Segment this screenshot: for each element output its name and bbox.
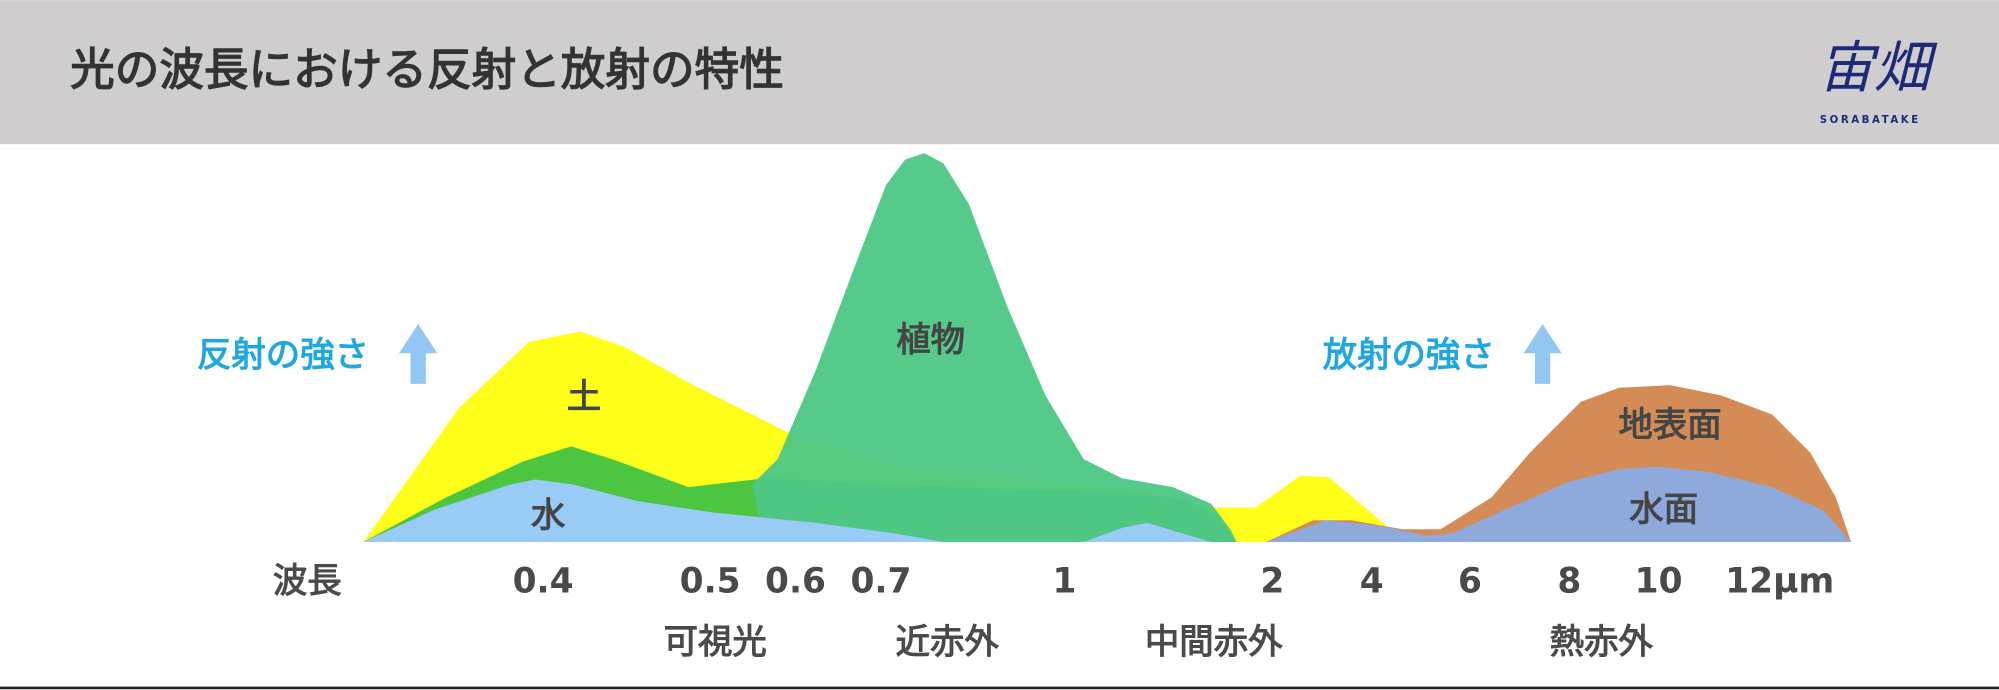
emission-label: 放射の強さ (1323, 336, 1495, 376)
vegetation-peak (752, 153, 1237, 542)
axis-ticks: 0.4 0.5 0.6 0.7 1 2 4 6 8 10 12µm (513, 561, 1835, 601)
curve-label: 植物 (896, 320, 965, 360)
water-surface-area (1265, 466, 1852, 542)
tick-label: 12µm (1725, 561, 1834, 601)
band-label: 近赤外 (896, 622, 1000, 662)
tick-label: 6 (1458, 561, 1482, 601)
tick-label: 0.5 (680, 561, 741, 601)
tick-label: 10 (1635, 561, 1683, 601)
bands: 可視光 近赤外 中間赤外 熱赤外 (664, 622, 1654, 662)
title: 光の波長における反射と放射の特性 (70, 44, 784, 96)
curve-label: 土 (567, 378, 601, 418)
tick-label: 2 (1260, 561, 1284, 601)
up-arrow (399, 323, 438, 384)
band-label: 可視光 (664, 622, 767, 662)
reflection-label: 反射の強さ (197, 336, 369, 376)
up-arrow (1523, 323, 1562, 384)
logo: 宙畑 (1818, 36, 1938, 101)
tick-label: 0.7 (850, 561, 911, 601)
tick-label: 1 (1053, 561, 1077, 601)
tick-label: 0.6 (765, 561, 826, 601)
curve-label: 水 (530, 496, 566, 536)
curve-label: 地表面 (1618, 406, 1721, 446)
logo-subtitle: SORABATAKE (1820, 115, 1921, 126)
tick-label: 8 (1557, 561, 1581, 601)
tick-label: 4 (1360, 561, 1384, 601)
axis-title: 波長 (273, 561, 342, 601)
tick-label: 0.4 (513, 561, 574, 601)
water-area (363, 479, 944, 542)
band-label: 中間赤外 (1145, 622, 1283, 662)
water-area (1083, 522, 1212, 542)
curve-label: 水面 (1628, 490, 1698, 530)
header-bar (0, 0, 1999, 145)
band-label: 熱赤外 (1550, 622, 1654, 662)
